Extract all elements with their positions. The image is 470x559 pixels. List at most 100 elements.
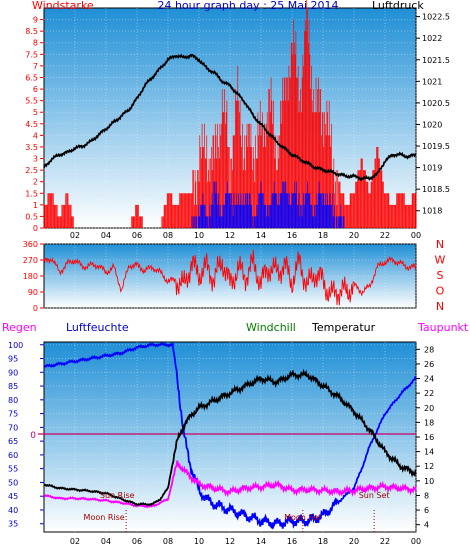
- wind-pressure-axes: 00.511.522.533.544.555.566.577.588.59101…: [25, 13, 450, 240]
- wind-tick-label: 9: [33, 16, 38, 25]
- wind-direction-grid: [44, 243, 417, 309]
- time-tick-label: 12: [225, 231, 235, 240]
- legend-windchill: Windchill: [246, 321, 296, 334]
- time-tick-label: 12: [225, 537, 235, 546]
- time-tick-label: 02: [70, 537, 80, 546]
- time-tick-label: 10: [194, 537, 204, 546]
- temperature-tick-label: 4: [424, 521, 429, 530]
- humidity-tick-label: 90: [8, 368, 18, 377]
- humidity-tick-label: 85: [8, 382, 18, 391]
- wind-tick-label: 8.5: [25, 27, 38, 36]
- pressure-tick-label: 1019: [422, 164, 442, 173]
- time-tick-label: 06: [132, 537, 142, 546]
- time-tick-label: 08: [163, 231, 173, 240]
- astro-label: Moon Set: [284, 513, 321, 522]
- temperature-tick-label: 18: [424, 418, 434, 427]
- wind-tick-label: 6.5: [25, 73, 38, 82]
- temperature-tick-label: 20: [424, 404, 434, 413]
- wind-tick-label: 3: [33, 155, 38, 164]
- astro-label: Sun Set: [359, 491, 390, 500]
- time-tick-label: 04: [101, 231, 111, 240]
- humidity-tick-label: 60: [8, 451, 18, 460]
- pressure-tick-label: 1019.5: [422, 142, 450, 151]
- wind-tick-label: 2: [33, 178, 38, 187]
- wind-gust-series: [191, 181, 345, 228]
- temperature-tick-label: 6: [424, 506, 429, 515]
- temperature-tick-label: 28: [424, 345, 434, 354]
- pressure-tick-label: 1020.5: [422, 99, 450, 108]
- pressure-tick-label: 1020: [422, 120, 442, 129]
- time-tick-label: 08: [163, 537, 173, 546]
- time-tick-label: 10: [194, 231, 204, 240]
- temperature-tick-label: 14: [424, 448, 434, 457]
- dewpoint-line: [43, 460, 417, 509]
- wind-tick-label: 7: [33, 62, 38, 71]
- humidity-tick-label: 55: [8, 465, 18, 474]
- chart-title: 24 hour graph day : 25 Mai 2014: [157, 0, 338, 12]
- wind-tick-label: 2.5: [25, 166, 38, 175]
- time-tick-label: 04: [101, 537, 111, 546]
- pressure-line: [43, 53, 417, 182]
- time-tick-label: 16: [287, 537, 297, 546]
- humidity-tick-label: 70: [8, 423, 18, 432]
- wind-direction-series: [43, 249, 417, 306]
- wind-tick-label: 6: [33, 85, 38, 94]
- wind-tick-label: 0: [33, 224, 38, 233]
- humidity-tick-label: 75: [8, 410, 18, 419]
- humidity-line: [43, 341, 417, 530]
- time-tick-label: 00: [411, 231, 421, 240]
- humidity-tick-label: 40: [8, 506, 18, 515]
- temperature-line: [43, 368, 417, 507]
- pressure-tick-label: 1018: [422, 207, 442, 216]
- time-tick-label: 02: [70, 231, 80, 240]
- compass-label: S: [437, 269, 444, 282]
- humidity-tick-label: 35: [8, 520, 18, 529]
- direction-tick-label: 180: [23, 272, 38, 281]
- wind-tick-label: 4.5: [25, 120, 38, 129]
- time-tick-label: 22: [380, 537, 390, 546]
- temperature-tick-label: 10: [424, 477, 434, 486]
- pressure-tick-label: 1021.5: [422, 56, 450, 65]
- temperature-humidity-axes: 3540455055606570758085909510046810121416…: [8, 341, 434, 546]
- wind-tick-label: 5.5: [25, 97, 38, 106]
- temperature-tick-label: 16: [424, 433, 434, 442]
- temperature-tick-label: 12: [424, 462, 434, 471]
- direction-tick-label: 360: [23, 240, 38, 249]
- wind-tick-label: 4: [33, 131, 38, 140]
- time-tick-label: 20: [349, 537, 359, 546]
- astro-label: Moon Rise: [84, 513, 125, 522]
- temperature-tick-label: 24: [424, 375, 434, 384]
- pressure-tick-label: 1018.5: [422, 185, 450, 194]
- compass-label: O: [436, 285, 445, 298]
- direction-tick-label: 270: [23, 256, 38, 265]
- time-tick-label: 18: [318, 537, 328, 546]
- time-tick-label: 18: [318, 231, 328, 240]
- time-tick-label: 20: [349, 231, 359, 240]
- compass-label: W: [435, 254, 446, 267]
- temperature-tick-label: 8: [424, 491, 429, 500]
- pressure-tick-label: 1022.5: [422, 13, 450, 22]
- wind-direction-line: [43, 249, 417, 306]
- temperature-tick-label: 22: [424, 389, 434, 398]
- time-tick-label: 16: [287, 231, 297, 240]
- humidity-tick-label: 50: [8, 478, 18, 487]
- pressure-axis-title: Luftdruck: [372, 0, 424, 12]
- legend-luftfeuchte: Luftfeuchte: [66, 321, 129, 334]
- temperature-humidity-series: Sun Rise Moon Rise Moon Set Sun Set: [38, 341, 417, 532]
- time-tick-label: 14: [256, 537, 266, 546]
- humidity-tick-label: 65: [8, 437, 18, 446]
- humidity-tick-label: 95: [8, 355, 18, 364]
- wind-pressure-panel: [43, 7, 417, 229]
- pressure-tick-label: 1021: [422, 77, 442, 86]
- wind-tick-label: 1.5: [25, 189, 38, 198]
- direction-tick-label: 90: [28, 288, 38, 297]
- wind-tick-label: 0.5: [25, 212, 38, 221]
- wind-tick-label: 7.5: [25, 50, 38, 59]
- humidity-tick-label: 100: [8, 341, 23, 350]
- wind-pressure-series: [43, 0, 417, 228]
- time-tick-label: 22: [380, 231, 390, 240]
- legend-taupunkt: Taupunkt: [417, 321, 469, 334]
- wind-direction-panel: [43, 243, 417, 309]
- humidity-tick-label: 80: [8, 396, 18, 405]
